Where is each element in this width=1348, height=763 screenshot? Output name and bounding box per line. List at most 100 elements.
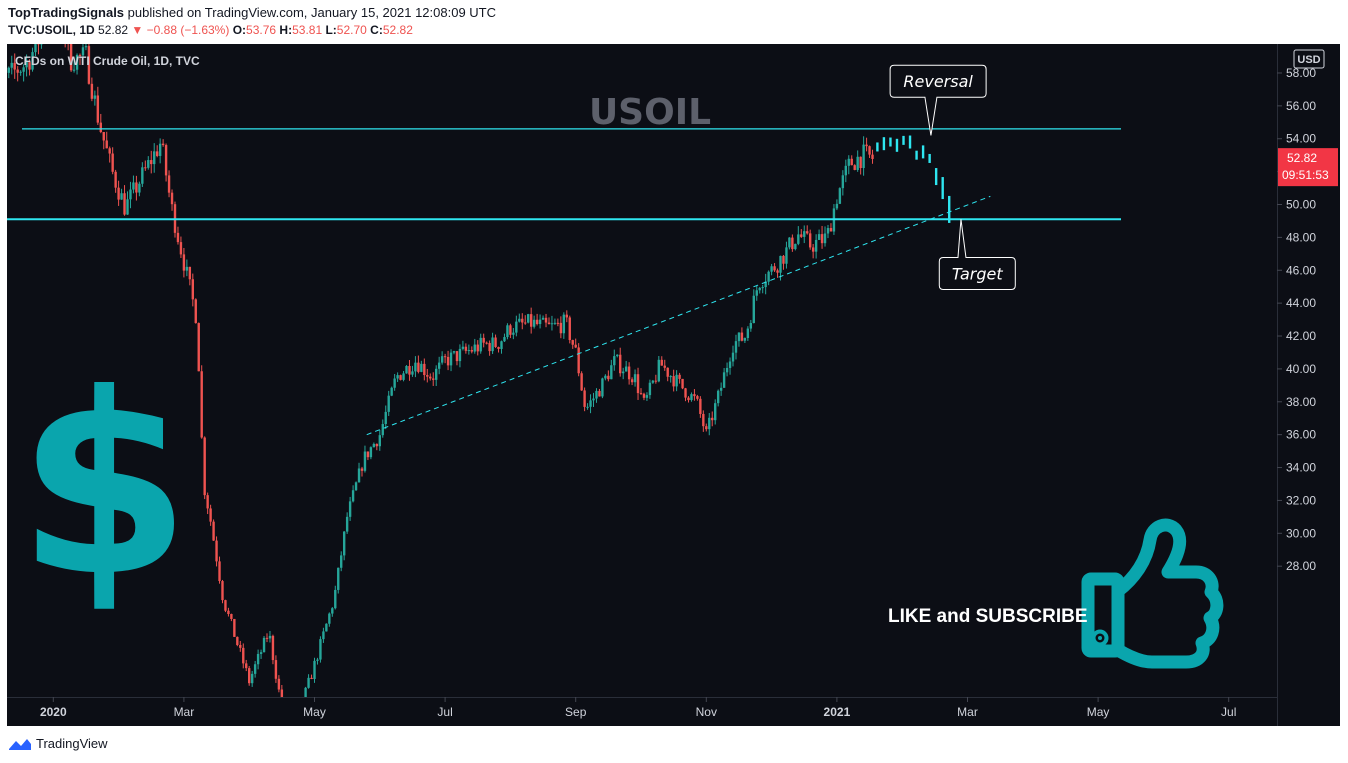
callout-box [938,219,1016,291]
currency-label: USD [1297,54,1320,66]
y-tick-label: 54.00 [1286,132,1316,146]
candle-body [138,183,141,193]
y-tick-label: 32.00 [1286,493,1316,507]
candle-body [224,600,227,611]
candle-body [334,589,337,609]
y-tick-label: 58.00 [1286,66,1316,80]
candle-body [518,318,521,322]
candle-body [357,468,361,483]
y-tick-label: 40.00 [1286,362,1316,376]
candle-body [847,158,850,166]
candle-body [696,396,699,399]
candle-body [687,397,690,401]
candle-body [405,365,408,374]
tradingview-footer[interactable]: TradingView [8,736,108,751]
candle-body [699,398,702,414]
candle-body [660,359,663,366]
candle-body [509,325,512,335]
candle-body [803,231,806,237]
y-tick-label: 44.00 [1286,296,1316,310]
x-tick-label: Mar [957,705,978,719]
candle-body [811,247,815,252]
candle-body [10,62,13,68]
candle-body [67,39,69,42]
callout-reversal: Reversal [889,64,987,136]
candle-body [22,67,25,72]
candle-body [500,341,503,349]
candle-body [595,390,598,399]
candle-body [856,156,859,170]
x-tick-label: Nov [696,705,717,719]
candle-body [532,319,536,327]
callout-label: Target [952,265,1003,284]
candle-body [485,342,488,344]
candle-body [135,182,138,193]
candle-body [72,69,76,71]
candle-body [782,255,785,264]
candle-body [684,388,687,398]
candle-body [666,367,669,377]
candle-body [512,332,515,335]
currency-badge[interactable]: USD [1293,49,1325,69]
candle-body [259,652,263,654]
candle-body [491,337,494,352]
candle-body [648,382,652,396]
candle-body [470,350,474,352]
candle-body [132,182,135,190]
candle-body [497,346,500,349]
candle-body [280,689,284,697]
candle-body [690,394,693,401]
candle-body [250,673,254,684]
candle-body [488,342,491,352]
candle-body [393,378,396,388]
candle-body [423,363,426,376]
candle-body [624,366,628,372]
candle-body [147,160,150,168]
candle-body [209,508,212,522]
candle-body [826,228,830,234]
candle-body [206,495,209,509]
candle-body [654,380,658,382]
candle-body [619,354,622,374]
candle-body [607,375,610,380]
pane-title: CFDs on WTI Crude Oil, 1D, TVC [15,54,200,68]
candle-body [722,372,726,388]
candle-body [179,242,183,255]
candle-body [663,365,666,368]
candle-body [458,348,462,362]
candle-body [455,351,459,362]
candle-body [743,337,747,341]
candle-body [476,344,479,352]
symbol-watermark: USOIL [589,92,711,133]
candle-body [808,233,812,248]
candle-body [328,613,331,624]
candle-body [325,623,328,632]
candle-body [538,319,542,325]
candle-body [420,363,423,372]
candle-body [853,165,856,170]
time-axis[interactable]: 2020 Mar May Jul Sep Nov 2021 Mar May Jul [40,697,1236,719]
candle-body [271,635,275,661]
candle-body [446,356,450,366]
y-tick-label: 42.00 [1286,329,1316,343]
candle-body [399,375,402,380]
trend-line [366,195,991,436]
candle-body [93,95,97,99]
candle-body [800,234,803,237]
candle-body [307,677,310,688]
candle-body [705,426,708,430]
candle-body [731,352,735,362]
candle-body [844,165,848,176]
candle-body [755,290,758,296]
candle-body [479,337,482,352]
symbol-label: TVC:USOIL, 1D [8,23,95,37]
candle-body [773,266,776,271]
candle-body [384,411,387,425]
candle-body [604,375,607,379]
candle-body [429,376,432,379]
candle-body [13,62,16,70]
candle-body [630,379,634,383]
callout-target: Target [938,219,1016,291]
candle-body [81,47,85,56]
